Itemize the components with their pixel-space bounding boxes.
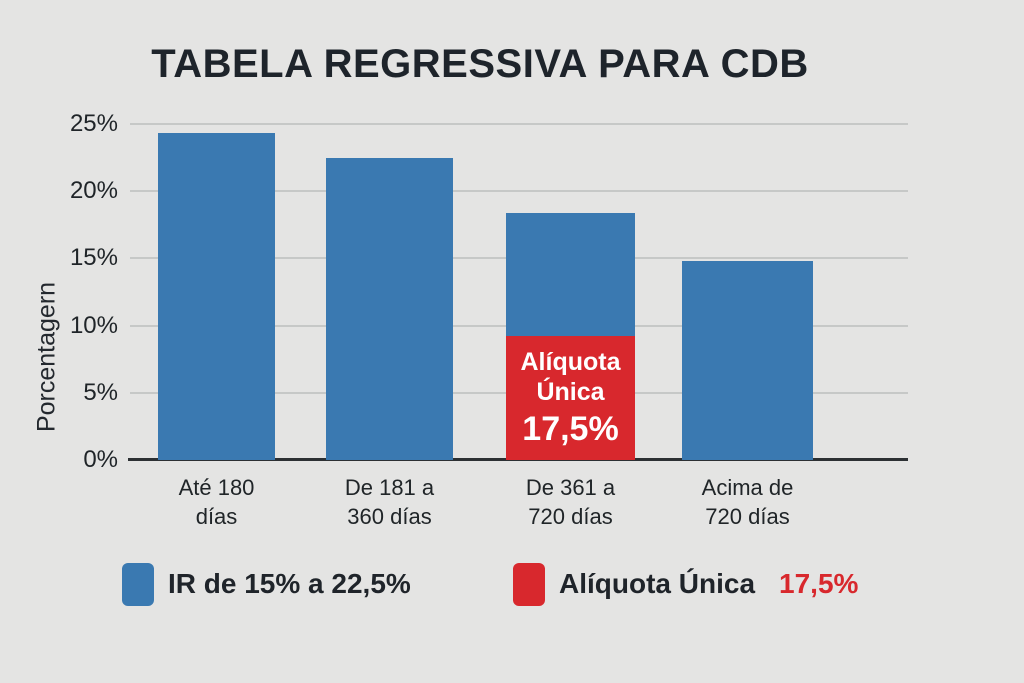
y-tick-label-10%: 10% (69, 311, 118, 339)
x-label-line2: 720 días (705, 504, 790, 529)
y-tick-label-20%: 20% (69, 177, 118, 205)
y-axis-title: Porcentagern (32, 281, 61, 433)
plot-area: 0% 5% 10% 15% 20% 25% Até 180 días De 181 a 360 d… (70, 110, 908, 529)
gridline-20% (130, 190, 908, 193)
legend-label-blue: IR de 15% a 22,5% (168, 568, 411, 599)
chart-title: TABELA REGRESSIVA PARA CDB (151, 42, 809, 86)
bar-blue-1 (158, 133, 275, 460)
bar-blue-4 (682, 261, 813, 460)
y-tick-label-25%: 25% (69, 110, 118, 137)
legend-swatch-blue (122, 562, 154, 606)
x-axis-label-2: De 181 a 360 días (295, 473, 485, 531)
x-axis-label-4: Acima de 720 días (653, 473, 843, 531)
gridline-25% (130, 123, 908, 125)
x-label-line1: De 361 a (525, 475, 616, 500)
legend-item-blue: IR de 15% a 22,5% (122, 561, 411, 607)
annotation-value: 17,5% (522, 410, 619, 449)
legend-label-red: Alíquota Única (559, 568, 756, 599)
x-label-line2: 720 días (528, 504, 613, 529)
x-label-line1: De 181 a (344, 475, 435, 500)
y-tick-label-5%: 5% (83, 378, 118, 406)
annotation-line2: Única (536, 378, 605, 407)
y-tick-label-15%: 15% (69, 244, 118, 272)
y-tick-label-0%: 0% (83, 446, 118, 473)
x-label-line1: Acima de (701, 475, 794, 500)
x-label-line2: 360 días (347, 504, 432, 529)
x-axis-label-1: Até 180 días (122, 473, 312, 531)
bar-red-segment (506, 336, 635, 460)
legend-value-red: 17,5% (779, 568, 859, 599)
legend-swatch-red (513, 562, 545, 606)
x-label-line2: días (195, 504, 238, 529)
annotation-line1: Alíquota (520, 348, 621, 377)
x-axis-label-3: De 361 a 720 días (476, 473, 666, 531)
legend-item-red: Alíquota Única 17,5% (513, 561, 858, 607)
bar-blue-2 (326, 157, 453, 460)
x-label-line1: Até 180 (178, 475, 255, 500)
red-segment-annotation: Alíquota Única 17,5% (506, 336, 635, 460)
